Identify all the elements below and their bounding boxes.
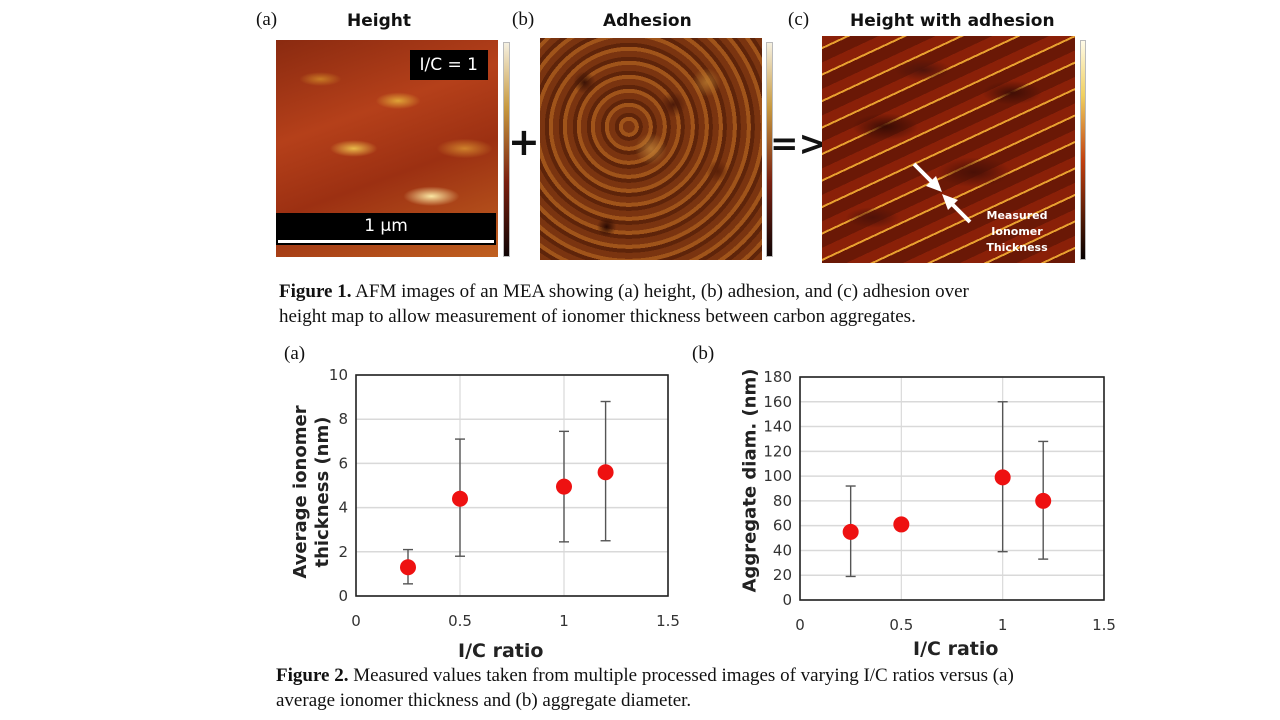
plot-frame	[799, 376, 1105, 601]
y-tick-label: 4	[338, 499, 348, 517]
panel-b-letter: (b)	[512, 9, 535, 30]
data-point	[452, 490, 468, 507]
data-point	[400, 559, 416, 576]
data-point	[994, 469, 1011, 486]
y-tick-label: 180	[763, 368, 792, 386]
panel-c-letter: (c)	[788, 9, 810, 30]
chart-b-x-label: I/C ratio	[913, 638, 999, 660]
implies-operator: =>	[770, 124, 827, 164]
scale-bar-label: 1 µm	[364, 216, 408, 236]
height-with-adhesion-title: Height with adhesion	[850, 11, 1055, 31]
chart-a-x-label: I/C ratio	[458, 640, 544, 662]
data-point	[842, 523, 859, 540]
y-tick-label: 10	[329, 366, 348, 384]
y-tick-label: 80	[773, 492, 792, 510]
data-point	[1035, 492, 1052, 509]
x-tick-label: 0.5	[889, 616, 913, 634]
y-tick-label: 120	[763, 442, 792, 460]
x-tick-label: 1	[559, 612, 569, 630]
chart-b: 0 20 40 60 80 100 120 140 160 180 0 0.5 1 1.5	[763, 368, 1116, 634]
y-tick-label: 20	[773, 566, 792, 584]
x-tick-label: 1	[998, 616, 1008, 634]
plus-operator: +	[508, 120, 540, 164]
y-tick-label: 140	[763, 418, 792, 436]
plot-frame	[355, 374, 669, 597]
data-point	[597, 464, 614, 481]
x-tick-label: 0	[795, 616, 805, 634]
y-tick-label: 40	[773, 541, 792, 559]
chart-a: 0 2 4 6 8 10 0 0.5 1 1.5	[329, 366, 680, 630]
y-tick-label: 8	[338, 410, 348, 428]
x-tick-label: 1.5	[656, 612, 680, 630]
adhesion-colorbar	[766, 42, 773, 257]
thickness-arrows	[912, 162, 972, 224]
ic-badge: I/C = 1	[409, 50, 488, 80]
x-tick-label: 0.5	[448, 612, 472, 630]
afm-height-image: I/C = 1 1 µm	[276, 40, 498, 257]
scale-bar: 1 µm	[276, 213, 496, 245]
figure-1-caption: Figure 1. AFM images of an MEA showing (…	[279, 281, 969, 327]
x-tick-label: 1.5	[1092, 616, 1116, 634]
chart-a-letter: (a)	[284, 343, 306, 364]
y-tick-label: 0	[338, 587, 348, 605]
measured-ionomer-thickness-label: Measured Ionomer Thickness	[986, 209, 1048, 254]
adhesion-title: Adhesion	[603, 11, 692, 31]
y-tick-label: 100	[763, 467, 792, 485]
x-tick-label: 0	[351, 612, 361, 630]
height-colorbar	[503, 42, 510, 257]
scale-bar-line	[278, 240, 494, 243]
y-tick-label: 60	[773, 517, 792, 535]
afm-height-adhesion-image: Measured Ionomer Thickness	[822, 36, 1075, 263]
y-tick-label: 0	[782, 591, 792, 609]
figure-2-caption: Figure 2. Measured values taken from mul…	[276, 665, 1014, 711]
y-tick-label: 6	[338, 454, 348, 472]
chart-b-letter: (b)	[692, 343, 715, 364]
y-tick-label: 2	[338, 543, 348, 561]
data-point	[556, 478, 572, 495]
height-adhesion-colorbar	[1080, 40, 1086, 260]
afm-adhesion-image	[540, 38, 762, 260]
y-tick-label: 160	[763, 393, 792, 411]
panel-a-letter: (a)	[256, 9, 278, 30]
height-title: Height	[347, 11, 411, 31]
data-point	[893, 516, 910, 533]
